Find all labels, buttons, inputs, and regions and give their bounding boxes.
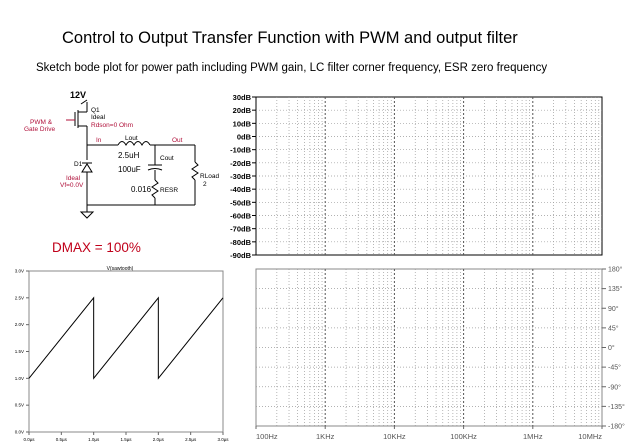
drive-label-line2: Gate Drive	[24, 126, 55, 133]
diode-triangle	[81, 163, 93, 173]
phase-y-tick-label: -45°	[608, 364, 621, 372]
page-subtitle: Sketch bode plot for power path includin…	[36, 62, 548, 74]
frequency-x-tick-label: 1KHz	[316, 432, 335, 441]
magnitude-y-tick-label: 0dB	[237, 133, 252, 142]
cap-value: 100uF	[118, 165, 141, 174]
diode-name: D1	[74, 161, 83, 168]
supply-label: 12V	[70, 90, 86, 100]
node-out-label: Out	[172, 137, 183, 144]
cap-name: Cout	[160, 155, 174, 162]
magnitude-y-tick-label: -40dB	[230, 185, 251, 194]
sawtooth-series-line	[28, 296, 224, 380]
phase-plot-frame	[255, 268, 603, 427]
drive-label-line1: PWM &	[30, 119, 53, 126]
switch-model: Ideal	[91, 114, 106, 121]
phase-y-tick-label: 180°	[608, 266, 623, 274]
magnitude-y-tick-label: 10dB	[233, 119, 252, 128]
sawtooth-x-tick-label: 1.0µs	[88, 437, 100, 442]
page-title: Control to Output Transfer Function with…	[62, 29, 518, 47]
sawtooth-x-tick-label: 0.5µs	[56, 437, 68, 442]
sawtooth-y-tick-label: 0.5V	[15, 403, 24, 408]
magnitude-plot-frame	[255, 96, 603, 256]
magnitude-y-tick-label: -90dB	[230, 251, 251, 260]
sawtooth-x-tick-label: 2.0µs	[153, 437, 165, 442]
phase-y-tick-label: 45°	[608, 324, 619, 332]
phase-y-tick-label: -135°	[608, 403, 625, 411]
sawtooth-y-tick-label: 3.0V	[15, 269, 24, 274]
sawtooth-x-tick-label: 3.0µs	[217, 437, 229, 442]
frequency-x-tick-label: 100KHz	[450, 432, 477, 441]
phase-y-tick-label: 90°	[608, 305, 619, 313]
sawtooth-y-tick-label: 1.0V	[15, 376, 24, 381]
magnitude-y-tick-label: -20dB	[230, 159, 251, 168]
phase-y-tick-label: 135°	[608, 285, 623, 293]
frequency-x-tick-label: 1MHz	[523, 432, 543, 441]
sawtooth-title: V(sawtooth)	[107, 266, 134, 272]
esr-resistor	[151, 179, 159, 199]
sawtooth-plot-frame	[28, 270, 224, 433]
diode-param: Vf=0.0V	[60, 182, 84, 189]
sawtooth-y-tick-label: 0.0V	[15, 430, 24, 435]
sawtooth-y-tick-label: 2.0V	[15, 322, 24, 327]
sawtooth-y-tick-label: 2.5V	[15, 295, 24, 300]
inductor-name: Lout	[125, 135, 138, 142]
frequency-x-tick-label: 100Hz	[256, 432, 278, 441]
sawtooth-x-tick-label: 1.5µs	[120, 437, 132, 442]
esr-value: 0.016	[131, 185, 152, 194]
phase-y-tick-label: -90°	[608, 383, 621, 391]
node-in-label: In	[96, 137, 102, 144]
cap-plate-bottom	[147, 168, 163, 171]
sawtooth-x-tick-label: 2.5µs	[185, 437, 197, 442]
diode-model: Ideal	[66, 175, 81, 182]
inductor-value: 2.5uH	[118, 151, 140, 160]
magnitude-y-tick-label: -60dB	[230, 212, 251, 221]
magnitude-y-tick-label: -50dB	[230, 198, 251, 207]
load-name: RLoad	[200, 173, 220, 180]
phase-y-tick-label: -180°	[608, 423, 625, 431]
switch-name: Q1	[91, 107, 100, 114]
phase-y-tick-label: 0°	[608, 344, 615, 352]
esr-name: RESR	[160, 187, 178, 194]
dmax-label: DMAX = 100%	[52, 240, 141, 255]
sawtooth-x-tick-label: 0.0µs	[23, 437, 35, 442]
load-resistor	[191, 161, 199, 181]
inductor-lout	[117, 141, 151, 147]
load-value: 2	[203, 181, 207, 188]
magnitude-y-tick-label: -10dB	[230, 146, 251, 155]
magnitude-y-tick-label: 30dB	[233, 93, 252, 102]
frequency-x-tick-label: 10KHz	[383, 432, 406, 441]
magnitude-y-tick-label: -70dB	[230, 225, 251, 234]
magnitude-y-tick-label: -30dB	[230, 172, 251, 181]
magnitude-y-tick-label: -80dB	[230, 238, 251, 247]
frequency-x-tick-label: 10MHz	[578, 432, 602, 441]
switch-param: Rdson=0 Ohm	[91, 122, 133, 129]
ground-symbol	[79, 211, 95, 219]
supply-arrow	[80, 99, 88, 105]
sawtooth-y-tick-label: 1.5V	[15, 349, 24, 354]
magnitude-y-tick-label: 20dB	[233, 106, 252, 115]
